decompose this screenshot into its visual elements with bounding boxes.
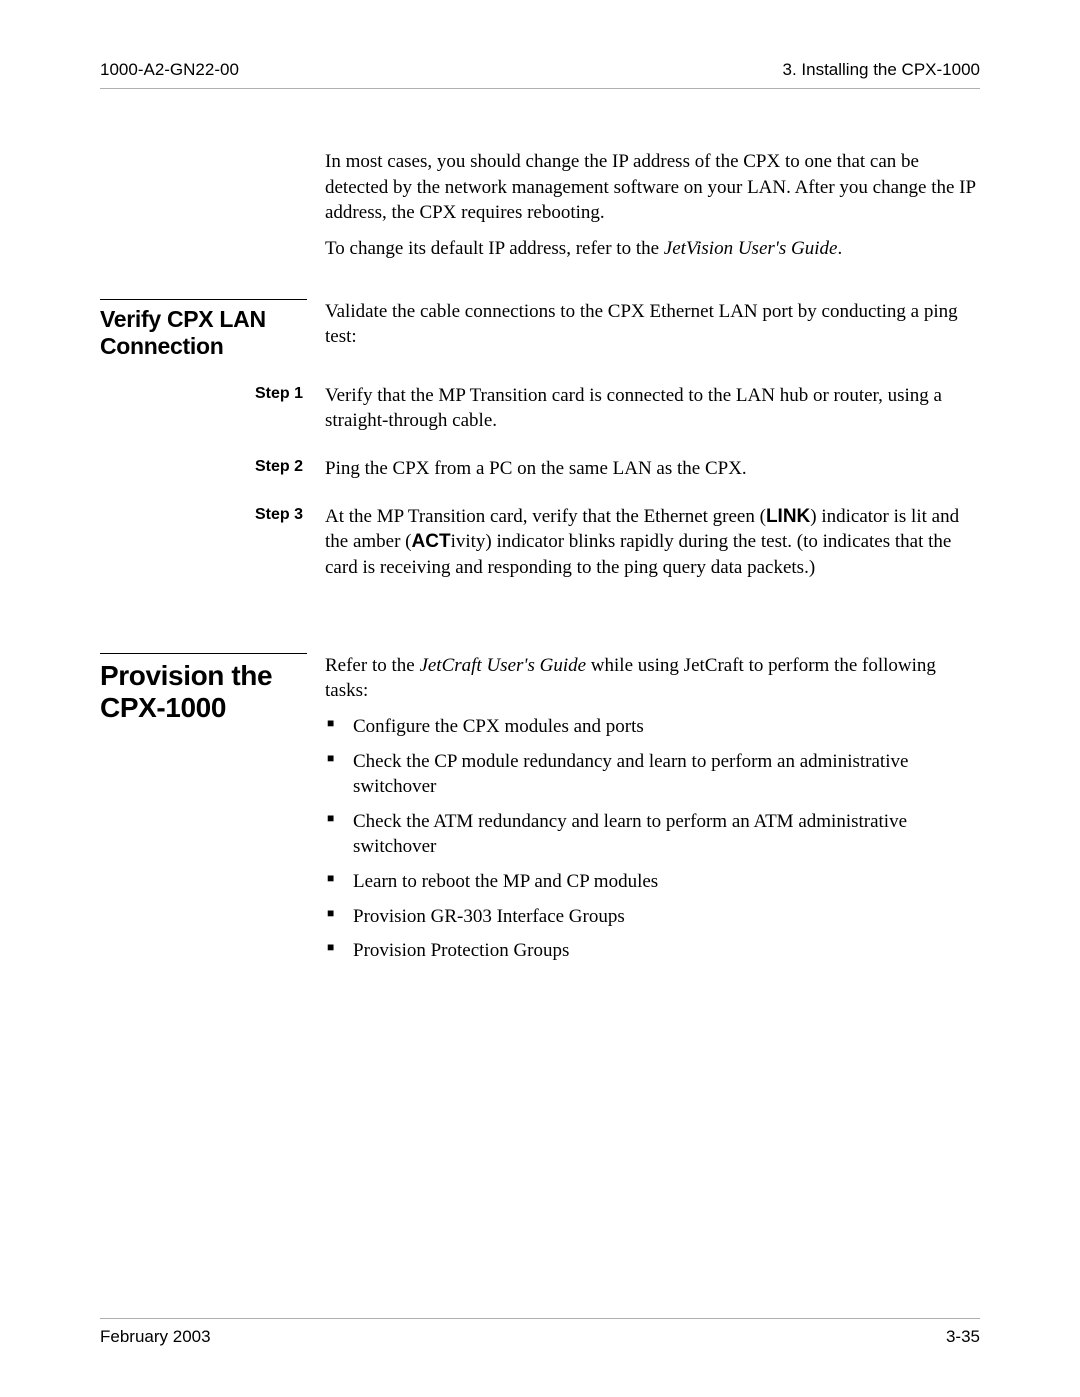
step3-act-label: ACT: [412, 531, 451, 552]
header-chapter: 3. Installing the CPX-1000: [782, 60, 980, 80]
list-item: Provision Protection Groups: [353, 938, 980, 964]
intro-paragraph-2: To change its default IP address, refer …: [325, 236, 980, 262]
step-label-3: Step 3: [100, 504, 307, 524]
step3-part-a: At the MP Transition card, verify that t…: [325, 506, 766, 527]
step-3-text: At the MP Transition card, verify that t…: [325, 504, 980, 581]
step-1-text: Verify that the MP Transition card is co…: [325, 383, 980, 434]
step-2-text: Ping the CPX from a PC on the same LAN a…: [325, 456, 980, 482]
footer-page-number: 3-35: [946, 1327, 980, 1347]
step-label-2: Step 2: [100, 456, 307, 476]
intro-paragraph-1: In most cases, you should change the IP …: [325, 149, 980, 226]
list-item: Provision GR-303 Interface Groups: [353, 904, 980, 930]
list-item: Configure the CPX modules and ports: [353, 714, 980, 740]
section2-lead: Refer to the JetCraft User's Guide while…: [325, 653, 980, 704]
intro-p2-suffix: .: [837, 238, 842, 259]
provision-task-list: Configure the CPX modules and ports Chec…: [325, 714, 980, 964]
section-divider: [100, 653, 307, 654]
step-label-1: Step 1: [100, 383, 307, 403]
intro-p2-prefix: To change its default IP address, refer …: [325, 238, 664, 259]
step3-link-label: LINK: [766, 506, 810, 527]
section1-lead: Validate the cable connections to the CP…: [325, 299, 980, 350]
intro-p2-reference: JetVision User's Guide: [664, 238, 838, 259]
section-divider: [100, 299, 307, 300]
list-item: Check the ATM redundancy and learn to pe…: [353, 809, 980, 860]
section-title-verify-lan: Verify CPX LAN Connection: [100, 306, 307, 361]
section2-lead-reference: JetCraft User's Guide: [419, 655, 586, 676]
section2-lead-a: Refer to the: [325, 655, 419, 676]
header-doc-id: 1000-A2-GN22-00: [100, 60, 239, 80]
footer-date: February 2003: [100, 1327, 211, 1347]
list-item: Learn to reboot the MP and CP modules: [353, 869, 980, 895]
page-header: 1000-A2-GN22-00 3. Installing the CPX-10…: [100, 60, 980, 89]
section-title-provision: Provision the CPX-1000: [100, 660, 307, 724]
list-item: Check the CP module redundancy and learn…: [353, 749, 980, 800]
page-footer: February 2003 3-35: [100, 1318, 980, 1347]
